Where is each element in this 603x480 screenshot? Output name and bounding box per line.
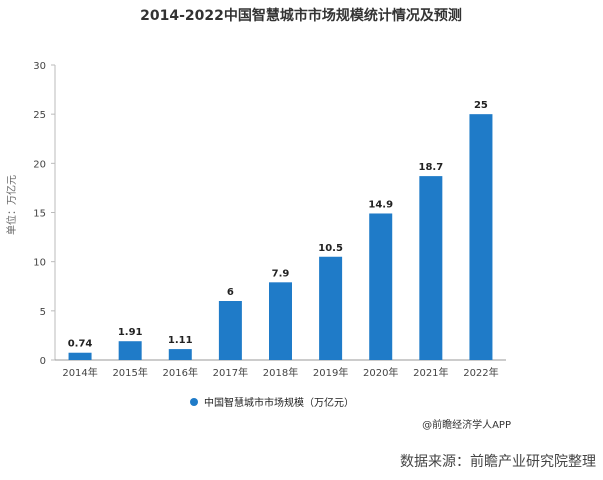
bar	[319, 256, 343, 360]
x-tick-label: 2020年	[363, 366, 398, 379]
y-ticks: 0 5 10 15 20 25 30	[33, 61, 55, 367]
y-tick-label: 0	[40, 356, 46, 367]
chart-title: 2014-2022中国智慧城市市场规模统计情况及预测	[140, 7, 462, 24]
value-label: 1.91	[118, 327, 143, 338]
value-label: 10.5	[318, 243, 343, 254]
y-axis-label: 单位：万亿元	[5, 175, 18, 235]
bar	[269, 282, 292, 360]
y-tick-label: 15	[33, 209, 46, 220]
value-label: 1.11	[168, 335, 193, 346]
x-tick-label: 2021年	[413, 366, 448, 379]
value-label: 7.9	[272, 268, 290, 279]
source-text: 数据来源：前瞻产业研究院整理	[400, 453, 596, 470]
bar	[168, 349, 192, 360]
x-ticks: 2014年 2015年 2016年 2017年 2018年 2019年 2020年 2021年…	[62, 366, 498, 379]
x-tick-label: 2016年	[163, 366, 198, 379]
y-tick-label: 30	[33, 61, 46, 72]
credit-text: @前瞻经济学人APP	[422, 418, 511, 431]
bar	[68, 352, 92, 360]
bar	[369, 213, 393, 360]
x-tick-label: 2017年	[213, 366, 248, 379]
value-label: 25	[474, 100, 488, 111]
x-tick-label: 2018年	[263, 366, 298, 379]
bar	[469, 114, 493, 361]
y-tick-label: 20	[33, 159, 46, 170]
x-tick-label: 2019年	[313, 366, 348, 379]
value-label: 6	[227, 287, 234, 298]
x-tick-label: 2015年	[112, 366, 147, 379]
bar	[218, 301, 242, 360]
value-label: 18.7	[418, 162, 443, 173]
x-tick-label: 2022年	[463, 366, 498, 379]
value-label: 14.9	[368, 199, 393, 210]
value-label: 0.74	[68, 339, 93, 350]
y-tick-label: 5	[40, 307, 46, 318]
bar	[419, 176, 443, 360]
y-tick-label: 25	[33, 110, 46, 121]
legend-marker	[190, 398, 198, 406]
y-tick-label: 10	[33, 258, 46, 269]
value-labels: 0.74 1.91 1.11 6 7.9 10.5 14.9 18.7 25	[68, 100, 488, 350]
x-tick-label: 2014年	[62, 366, 97, 379]
legend-label: 中国智慧城市市场规模（万亿元）	[204, 396, 354, 409]
bar	[118, 341, 142, 360]
bars	[68, 114, 493, 361]
